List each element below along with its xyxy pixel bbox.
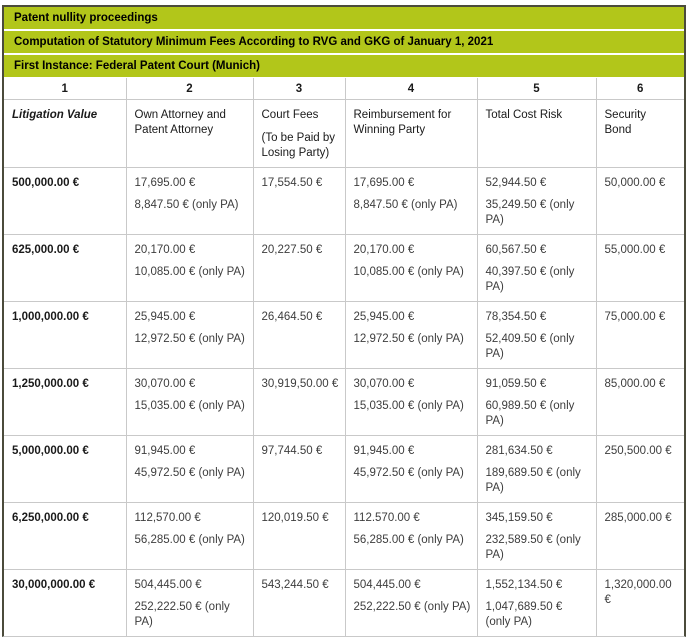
subtitle-bar: Computation of Statutory Minimum Fees Ac…: [4, 31, 684, 53]
cell-court-fees: 30,919,50.00 €: [253, 368, 346, 436]
cell-security-bond: 55,000.00 €: [596, 234, 684, 302]
cell-litigation-value: 625,000.00 €: [4, 234, 127, 302]
column-number: 1: [4, 78, 127, 100]
fees-table-container: Patent nullity proceedings Computation o…: [2, 5, 686, 637]
table-row: 625,000.00 € 20,170.00 €10,085.00 € (onl…: [4, 234, 684, 302]
cell-court-fees: 120,019.50 €: [253, 502, 346, 570]
cell-reimbursement: 30,070.00 €15,035.00 € (only PA): [345, 368, 478, 436]
cell-own-attorney: 91,945.00 €45,972.50 € (only PA): [126, 435, 254, 503]
cell-security-bond: 85,000.00 €: [596, 368, 684, 436]
cell-reimbursement: 20,170.00 €10,085.00 € (only PA): [345, 234, 478, 302]
cell-litigation-value: 5,000,000.00 €: [4, 435, 127, 503]
column-header-litigation-value: Litigation Value: [4, 99, 127, 168]
cell-total-cost-risk: 91,059.50 €60,989.50 € (only PA): [477, 368, 597, 436]
column-number: 5: [477, 78, 597, 100]
table-row: 500,000.00 € 17,695.00 €8,847.50 € (only…: [4, 167, 684, 235]
column-header-row: Litigation Value Own Attorney and Patent…: [4, 99, 684, 168]
cell-reimbursement: 17,695.00 €8,847.50 € (only PA): [345, 167, 478, 235]
cell-reimbursement: 25,945.00 €12,972.50 € (only PA): [345, 301, 478, 369]
cell-total-cost-risk: 281,634.50 €189,689.50 € (only PA): [477, 435, 597, 503]
cell-total-cost-risk: 78,354.50 €52,409.50 € (only PA): [477, 301, 597, 369]
cell-court-fees: 20,227.50 €: [253, 234, 346, 302]
cell-court-fees: 97,744.50 €: [253, 435, 346, 503]
table-row: 6,250,000.00 € 112,570.00 €56,285.00 € (…: [4, 502, 684, 570]
column-number: 3: [253, 78, 346, 100]
cell-own-attorney: 17,695.00 €8,847.50 € (only PA): [126, 167, 254, 235]
cell-litigation-value: 1,000,000.00 €: [4, 301, 127, 369]
column-header-reimbursement: Reimbursement for Winning Party: [345, 99, 478, 168]
cell-court-fees: 26,464.50 €: [253, 301, 346, 369]
cell-total-cost-risk: 60,567.50 €40,397.50 € (only PA): [477, 234, 597, 302]
column-number-row: 1 2 3 4 5 6: [4, 78, 684, 100]
cell-security-bond: 50,000.00 €: [596, 167, 684, 235]
cell-reimbursement: 504,445.00 €252,222.50 € (only PA): [345, 569, 478, 636]
cell-total-cost-risk: 345,159.50 €232,589.50 € (only PA): [477, 502, 597, 570]
column-number: 6: [596, 78, 684, 100]
cell-total-cost-risk: 1,552,134.50 €1,047,689.50 € (only PA): [477, 569, 597, 636]
column-number: 2: [126, 78, 254, 100]
cell-litigation-value: 1,250,000.00 €: [4, 368, 127, 436]
column-header-total-cost-risk: Total Cost Risk: [477, 99, 597, 168]
column-header-security-bond: Security Bond: [596, 99, 684, 168]
table-row: 5,000,000.00 € 91,945.00 €45,972.50 € (o…: [4, 435, 684, 503]
cell-own-attorney: 112,570.00 €56,285.00 € (only PA): [126, 502, 254, 570]
cell-security-bond: 285,000.00 €: [596, 502, 684, 570]
table-row: 1,250,000.00 € 30,070.00 €15,035.00 € (o…: [4, 368, 684, 436]
cell-total-cost-risk: 52,944.50 €35,249.50 € (only PA): [477, 167, 597, 235]
column-header-court-fees-note: (To be Paid by Losing Party): [261, 131, 336, 159]
cell-litigation-value: 30,000,000.00 €: [4, 569, 127, 636]
cell-court-fees: 543,244.50 €: [253, 569, 346, 636]
cell-litigation-value: 6,250,000.00 €: [4, 502, 127, 570]
cell-own-attorney: 504,445.00 €252,222.50 € (only PA): [126, 569, 254, 636]
table-row: 30,000,000.00 € 504,445.00 €252,222.50 €…: [4, 569, 684, 636]
cell-own-attorney: 30,070.00 €15,035.00 € (only PA): [126, 368, 254, 436]
cell-court-fees: 17,554.50 €: [253, 167, 346, 235]
column-header-court-fees: Court Fees (To be Paid by Losing Party): [253, 99, 346, 168]
cell-own-attorney: 25,945.00 €12,972.50 € (only PA): [126, 301, 254, 369]
table-row: 1,000,000.00 € 25,945.00 €12,972.50 € (o…: [4, 301, 684, 369]
cell-security-bond: 250,500.00 €: [596, 435, 684, 503]
cell-own-attorney: 20,170.00 €10,085.00 € (only PA): [126, 234, 254, 302]
cell-security-bond: 1,320,000.00 €: [604, 578, 672, 606]
column-header-own-attorney: Own Attorney and Patent Attorney: [126, 99, 254, 168]
cell-reimbursement: 112.570.00 €56,285.00 € (only PA): [345, 502, 478, 570]
instance-bar: First Instance: Federal Patent Court (Mu…: [4, 55, 684, 77]
column-number: 4: [345, 78, 478, 100]
cell-security-bond: 75,000.00 €: [596, 301, 684, 369]
cell-reimbursement: 91,945.00 €45,972.50 € (only PA): [345, 435, 478, 503]
fees-table: 1 2 3 4 5 6 Litigation Value Own Attorne…: [4, 78, 684, 636]
cell-litigation-value: 500,000.00 €: [4, 167, 127, 235]
title-bar: Patent nullity proceedings: [4, 7, 684, 29]
